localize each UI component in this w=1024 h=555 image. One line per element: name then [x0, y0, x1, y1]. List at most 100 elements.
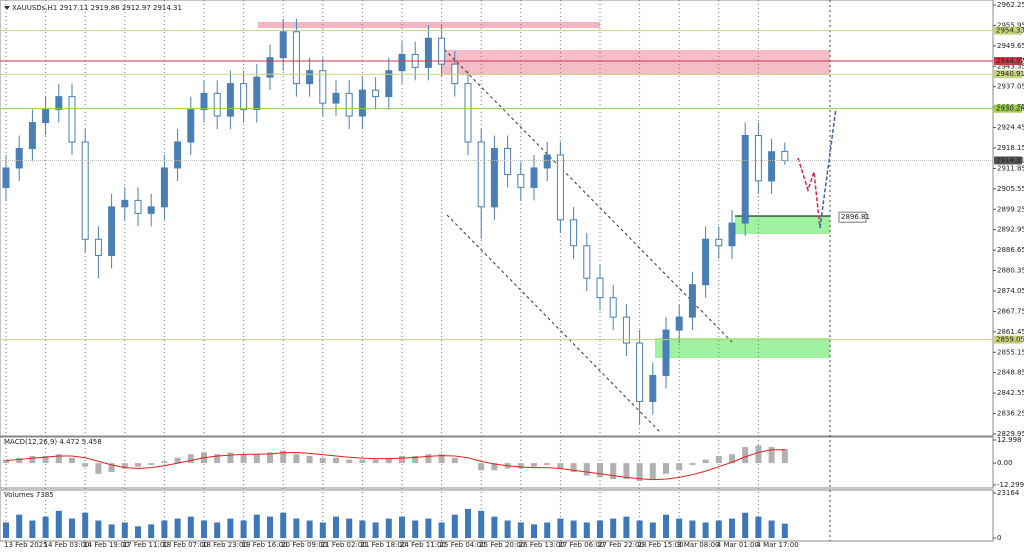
candle-body: [464, 83, 472, 143]
volume-title: Volumes 7385: [4, 491, 54, 499]
volume-bar: [227, 518, 234, 538]
macd-bar: [148, 463, 155, 465]
macd-bar: [293, 454, 300, 464]
volume-bar: [95, 520, 102, 538]
macd-bar: [333, 457, 339, 464]
level-tag: [994, 26, 1022, 35]
macd-bar: [280, 450, 287, 464]
candle-body: [28, 122, 36, 149]
level-tag: [994, 70, 1022, 79]
level-tag: [994, 104, 1022, 113]
macd-bar: [135, 463, 141, 467]
candle-body: [279, 31, 287, 59]
level-tag: [994, 335, 1022, 344]
macd-bar: [29, 456, 36, 464]
candle-body: [319, 70, 327, 104]
volume-bar: [729, 518, 735, 538]
y-tick-label: 2937.05: [997, 83, 1024, 91]
candle-body: [530, 167, 538, 188]
candle-body: [160, 167, 168, 208]
volume-bar: [676, 518, 683, 538]
macd-bar: [214, 454, 221, 464]
x-tick-label: 28 Feb 15:00: [638, 541, 684, 549]
macd-bar: [412, 456, 419, 464]
x-tick-label: 21 Feb 02:00: [321, 541, 367, 549]
volume-bar: [280, 512, 287, 538]
candle-body: [187, 109, 195, 143]
volume-bar: [187, 516, 194, 538]
x-tick-label: 4 Mar 17:00: [756, 541, 798, 549]
candle-body: [715, 238, 723, 247]
volume-bar: [3, 522, 9, 538]
volume-bar: [544, 522, 551, 538]
candle-body: [42, 109, 50, 124]
demand-zone: [655, 338, 830, 358]
marker-tag: [838, 211, 867, 223]
candle-body: [68, 96, 76, 143]
volume-bar: [29, 520, 36, 538]
candle-body: [345, 92, 353, 117]
macd-bar: [583, 463, 590, 476]
volume-bar: [385, 518, 392, 538]
y-tick-label: 0.00: [997, 459, 1013, 467]
menu-icon[interactable]: [4, 6, 10, 10]
volume-bar: [399, 516, 405, 538]
supply-zone: [441, 50, 830, 75]
macd-bar: [253, 454, 260, 464]
macd-bar: [491, 463, 498, 471]
candle-body: [636, 342, 644, 402]
candle-body: [596, 277, 604, 299]
candle-body: [649, 374, 657, 402]
volume-bar: [451, 514, 458, 538]
macd-bar: [623, 463, 630, 480]
volume-bar: [583, 522, 590, 538]
macd-bar: [636, 463, 643, 481]
trend-line: [446, 214, 661, 433]
volume-bar: [597, 520, 603, 538]
y-tick-label: 2836.25: [997, 410, 1024, 418]
y-tick-label: 2924.45: [997, 124, 1024, 132]
volume-bar: [161, 520, 168, 538]
y-tick-label: 2842.55: [997, 389, 1024, 397]
x-tick-label: 18 Feb 23:00: [202, 541, 248, 549]
macd-bar: [742, 447, 749, 464]
volume-bar: [333, 516, 339, 538]
candle-body: [490, 147, 498, 208]
volume-bar: [201, 520, 207, 538]
x-tick-label: 17 Feb 11:00: [123, 541, 169, 549]
candle-body: [134, 199, 142, 214]
x-tick-label: 25 Feb 04:00: [440, 541, 486, 549]
macd-bar: [478, 463, 485, 471]
macd-bar: [755, 445, 762, 464]
y-tick-label: 2855.15: [997, 348, 1024, 356]
x-tick-label: 14 Feb 19:00: [83, 541, 129, 549]
volume-bar: [715, 520, 722, 538]
volume-bar: [69, 518, 75, 538]
y-tick-label: 2949.65: [997, 42, 1024, 50]
volume-bar: [465, 508, 471, 538]
volume-bar: [372, 522, 379, 538]
y-tick-label: 2943.35: [997, 62, 1024, 70]
macd-bar: [267, 452, 273, 464]
volume-bar: [240, 520, 247, 538]
volume-bar: [742, 512, 749, 538]
price-label: 2914.31: [996, 156, 1024, 164]
price-tag: [994, 156, 1022, 165]
volume-bar: [781, 523, 788, 538]
macd-bar: [729, 454, 735, 464]
candle-body: [768, 151, 776, 182]
candle-body: [174, 141, 182, 169]
candle-body: [517, 173, 525, 188]
y-tick-label: 2918.15: [997, 144, 1024, 152]
x-tick-label: 27 Feb 22:00: [598, 541, 644, 549]
volume-bar: [16, 514, 23, 538]
candle-body: [240, 83, 248, 111]
candle-body: [121, 199, 129, 208]
candle-body: [306, 70, 314, 85]
candle-body: [622, 316, 630, 344]
level-label: 2930.28: [996, 105, 1024, 113]
macd-bar: [544, 463, 551, 465]
candle-body: [688, 284, 696, 318]
volume-bar: [293, 518, 300, 538]
candle-body: [504, 147, 512, 175]
